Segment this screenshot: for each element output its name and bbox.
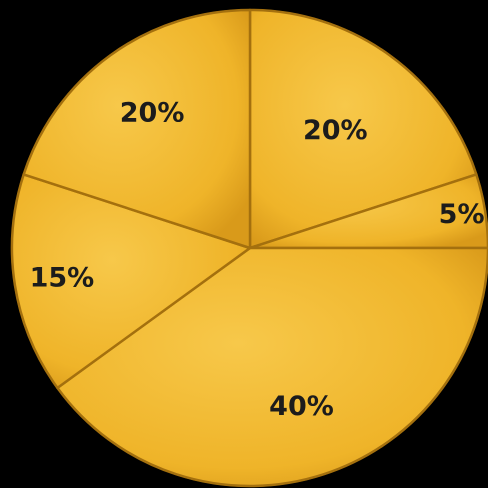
pie-slice [248, 8, 478, 250]
slice-label: 40% [269, 391, 334, 422]
pie-slice [56, 246, 488, 488]
slice-label: 5% [439, 199, 485, 230]
labels-layer: 20% 5% 40% 15% 20% [30, 98, 485, 422]
slice-label: 20% [303, 115, 368, 146]
slice-label: 20% [120, 98, 185, 129]
slices-layer [10, 8, 488, 488]
pie-slice [10, 173, 252, 390]
pie-slice [22, 8, 252, 250]
slice-label: 15% [30, 262, 95, 293]
